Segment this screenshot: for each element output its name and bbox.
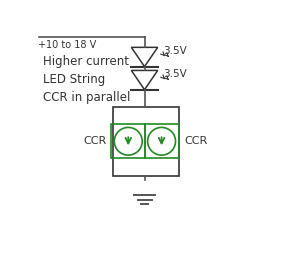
Text: CCR: CCR: [83, 136, 107, 146]
Text: +10 to 18 V: +10 to 18 V: [38, 40, 97, 50]
Bar: [144, 124, 179, 158]
Text: CCR: CCR: [185, 136, 208, 146]
Bar: [113, 107, 179, 176]
Text: 3.5V: 3.5V: [163, 69, 187, 79]
Bar: [111, 124, 145, 158]
Text: 3.5V: 3.5V: [163, 46, 187, 56]
Text: Higher current
LED String
CCR in parallel: Higher current LED String CCR in paralle…: [43, 55, 130, 104]
